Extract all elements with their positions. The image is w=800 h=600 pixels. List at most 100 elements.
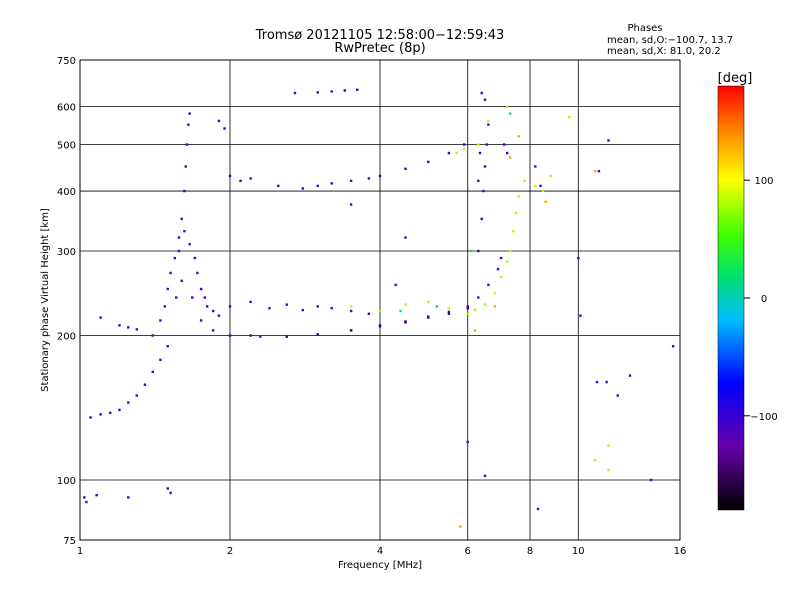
data-point <box>188 242 191 246</box>
data-point <box>595 380 599 384</box>
data-point <box>649 478 653 482</box>
x-tick-label: 16 <box>674 546 687 557</box>
data-point <box>349 305 353 308</box>
data-point <box>203 296 206 299</box>
x-tick-label: 4 <box>377 546 383 557</box>
data-point <box>480 91 483 95</box>
x-tick-label: 1 <box>77 546 83 557</box>
data-point <box>593 458 597 462</box>
data-point <box>166 487 169 490</box>
data-point <box>607 444 610 447</box>
data-point <box>477 249 480 253</box>
data-point <box>355 88 359 92</box>
data-point <box>95 493 98 497</box>
data-point <box>480 217 483 221</box>
data-point <box>151 334 155 337</box>
data-point <box>177 236 181 239</box>
data-point <box>301 187 305 190</box>
data-point <box>508 249 512 253</box>
y-tick-label: 200 <box>57 332 76 343</box>
data-point <box>482 189 485 193</box>
data-point <box>301 308 305 312</box>
data-point <box>166 345 169 348</box>
data-point <box>605 380 608 384</box>
y-tick-label: 600 <box>57 103 76 114</box>
colorbar-ticks: 100 0 −100 <box>744 176 778 423</box>
data-point <box>485 143 488 146</box>
data-point <box>159 358 162 362</box>
data-point <box>536 507 540 511</box>
data-point <box>473 329 477 332</box>
data-point <box>607 139 610 142</box>
data-point <box>127 496 130 499</box>
data-point <box>277 184 280 188</box>
data-point <box>404 303 407 306</box>
data-point <box>487 119 490 123</box>
data-point <box>378 325 382 328</box>
y-tick-label: 500 <box>57 141 76 152</box>
data-point <box>502 143 506 146</box>
x-tick-label: 8 <box>527 546 533 557</box>
data-point <box>349 329 353 332</box>
data-point <box>191 296 194 299</box>
data-point <box>671 345 675 348</box>
data-point <box>447 312 451 315</box>
colorbar-tick-label: 100 <box>754 176 773 187</box>
data-point <box>534 184 537 188</box>
data-point <box>534 165 537 168</box>
data-point <box>579 314 582 317</box>
data-point <box>330 182 333 185</box>
phase-stats-x: mean, sd,X: 81.0, 20.2 <box>607 46 721 57</box>
data-point <box>499 275 503 279</box>
data-point <box>539 184 542 188</box>
data-point <box>217 119 221 123</box>
x-tick-labels: 1 2 4 6 8 10 16 <box>77 546 687 557</box>
chart-title: Tromsø 20121105 12:58:00−12:59:43 <box>255 28 505 43</box>
data-point <box>505 260 509 263</box>
data-point <box>249 300 252 304</box>
data-point <box>135 394 138 397</box>
data-point <box>493 305 497 308</box>
data-point <box>135 328 138 331</box>
data-point <box>349 203 353 206</box>
plot-frame <box>79 59 681 541</box>
data-point <box>447 151 451 155</box>
data-point <box>508 156 512 159</box>
data-point <box>85 500 88 504</box>
data-point <box>109 411 112 415</box>
data-point <box>166 287 169 291</box>
data-point <box>478 151 482 155</box>
data-point <box>477 143 480 146</box>
data-point <box>180 279 183 283</box>
data-point <box>343 89 347 92</box>
data-point <box>151 370 155 374</box>
data-point <box>459 525 462 528</box>
data-point <box>367 312 371 315</box>
data-point <box>466 305 469 308</box>
data-point <box>455 151 458 155</box>
data-point <box>163 305 167 308</box>
data-point <box>549 174 552 178</box>
data-point <box>483 98 487 101</box>
y-tick-label: 300 <box>57 247 76 258</box>
phase-stats-o: mean, sd,O:−100.7, 13.7 <box>607 35 733 46</box>
data-point <box>249 334 252 337</box>
data-point <box>159 319 162 322</box>
colorbar-tick-label: 0 <box>761 294 767 305</box>
data-point <box>211 329 215 332</box>
data-point <box>404 236 407 239</box>
y-tick-label: 100 <box>57 476 76 487</box>
phase-stats-heading: Phases <box>627 23 662 34</box>
data-point <box>427 160 430 164</box>
data-point <box>466 307 469 310</box>
data-point <box>193 256 197 260</box>
data-point <box>89 416 92 419</box>
data-point <box>83 496 86 499</box>
data-point <box>196 271 199 275</box>
data-point <box>217 314 221 317</box>
data-point <box>205 305 209 308</box>
data-point <box>293 91 297 95</box>
data-point <box>367 177 371 180</box>
data-point <box>211 309 215 313</box>
data-point <box>541 189 545 193</box>
